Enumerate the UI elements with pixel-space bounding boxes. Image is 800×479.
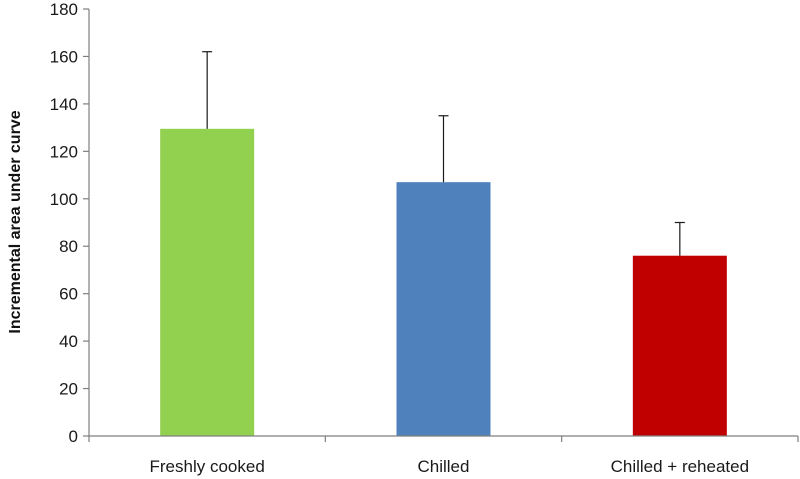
y-tick-label: 0: [69, 427, 78, 446]
y-tick-label: 100: [50, 190, 78, 209]
y-tick-label: 80: [59, 237, 78, 256]
y-tick-label: 160: [50, 47, 78, 66]
error-bars: [202, 51, 685, 256]
y-tick-label: 140: [50, 95, 78, 114]
y-tick-label: 180: [50, 0, 78, 19]
bar-chilled-reheated: [632, 255, 727, 436]
y-tick-label: 60: [59, 285, 78, 304]
y-axis-title: Incremental area under curve: [7, 110, 24, 333]
bar-chilled: [396, 182, 491, 436]
x-category-label: Chilled: [418, 457, 470, 476]
x-category-label: Chilled + reheated: [611, 457, 749, 476]
y-ticks: 0 20 40 60 80 100 120 140 160 180: [50, 0, 89, 446]
y-tick-label: 120: [50, 142, 78, 161]
y-tick-label: 20: [59, 380, 78, 399]
y-tick-label: 40: [59, 332, 78, 351]
bar-freshly-cooked: [160, 128, 255, 436]
x-categories: Freshly cooked Chilled Chilled + reheated: [88, 436, 799, 476]
bars: [160, 128, 727, 436]
x-category-label: Freshly cooked: [150, 457, 265, 476]
